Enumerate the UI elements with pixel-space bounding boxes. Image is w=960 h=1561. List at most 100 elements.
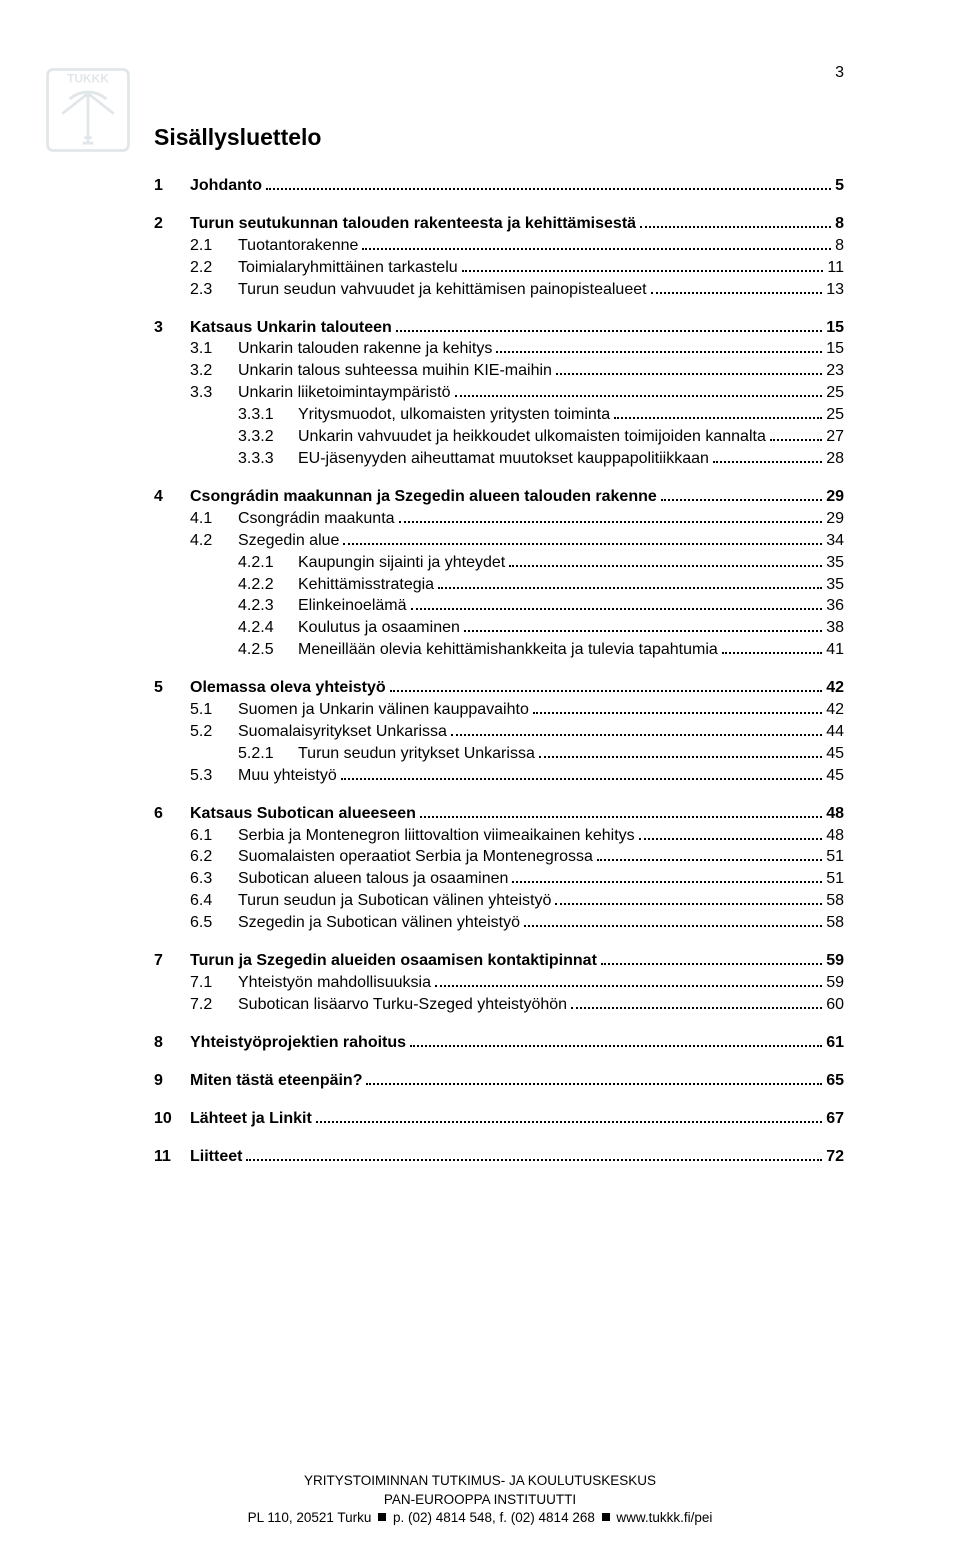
toc-leader-dots [512,881,822,883]
page-footer: YRITYSTOIMINNAN TUTKIMUS- JA KOULUTUSKES… [0,1472,960,1527]
toc-entry-number: 7 [154,950,190,972]
toc-entry[interactable]: 6.1Serbia ja Montenegron liittovaltion v… [154,825,844,847]
toc-entry-number: 4.2.3 [238,595,298,617]
toc-entry[interactable]: 10Lähteet ja Linkit67 [154,1108,844,1130]
toc-entry[interactable]: 4Csongrádin maakunnan ja Szegedin alueen… [154,486,844,508]
toc-entry[interactable]: 6.2Suomalaisten operaatiot Serbia ja Mon… [154,846,844,868]
toc-entry-title: Szegedin ja Subotican välinen yhteistyö [238,912,522,934]
toc-entry[interactable]: 4.2.4Koulutus ja osaaminen38 [154,617,844,639]
toc-entry[interactable]: 6.3Subotican alueen talous ja osaaminen5… [154,868,844,890]
toc-leader-dots [539,756,822,758]
toc-entry-title: Subotican alueen talous ja osaaminen [238,868,510,890]
toc-entry-number: 4.2 [190,530,238,552]
toc-entry-number: 4.2.1 [238,552,298,574]
toc-entry-page: 27 [824,426,844,448]
toc-entry[interactable]: 5.1Suomen ja Unkarin välinen kauppavaiht… [154,699,844,721]
toc-entry[interactable]: 3.3.2Unkarin vahvuudet ja heikkoudet ulk… [154,426,844,448]
toc-entry[interactable]: 6.5Szegedin ja Subotican välinen yhteist… [154,912,844,934]
toc-entry[interactable]: 4.2.1Kaupungin sijainti ja yhteydet35 [154,552,844,574]
toc-entry[interactable]: 4.2Szegedin alue34 [154,530,844,552]
toc-entry[interactable]: 2Turun seutukunnan talouden rakenteesta … [154,213,844,235]
toc-entry[interactable]: 3.3.3EU-jäsenyyden aiheuttamat muutokset… [154,448,844,470]
toc-entry-title: Suomalaisten operaatiot Serbia ja Monten… [238,846,595,868]
toc-leader-dots [366,1083,822,1085]
toc-entry-page: 5 [833,175,844,197]
toc-entry-title: Toimialaryhmittäinen tarkastelu [238,257,460,279]
toc-entry-number: 3.1 [190,338,238,360]
toc-leader-dots [396,330,822,332]
table-of-contents: 1Johdanto5 2Turun seutukunnan talouden ra… [154,175,844,1167]
toc-entry[interactable]: 4.2.3Elinkeinoelämä36 [154,595,844,617]
toc-entry-title: Olemassa oleva yhteistyö [190,677,388,699]
toc-entry[interactable]: 11Liitteet72 [154,1146,844,1168]
toc-entry[interactable]: 3.1Unkarin talouden rakenne ja kehitys15 [154,338,844,360]
toc-entry-number: 2.2 [190,257,238,279]
toc-entry[interactable]: 8Yhteistyöprojektien rahoitus61 [154,1032,844,1054]
toc-entry-page: 45 [824,765,844,787]
toc-entry-number: 3.3.1 [238,404,298,426]
toc-entry[interactable]: 2.2Toimialaryhmittäinen tarkastelu 11 [154,257,844,279]
toc-entry-page: 51 [824,868,844,890]
toc-entry-page: 8 [833,213,844,235]
toc-entry[interactable]: 7.1Yhteistyön mahdollisuuksia59 [154,972,844,994]
toc-group: 8Yhteistyöprojektien rahoitus61 [154,1032,844,1054]
toc-entry[interactable]: 5.2.1Turun seudun yritykset Unkarissa45 [154,743,844,765]
toc-entry-page: 48 [824,803,844,825]
toc-entry-page: 29 [824,508,844,530]
toc-entry[interactable]: 4.2.2Kehittämisstrategia35 [154,574,844,596]
toc-entry[interactable]: 5.3Muu yhteistyö45 [154,765,844,787]
toc-leader-dots [651,292,823,294]
toc-leader-dots [411,608,823,610]
toc-leader-dots [770,439,822,441]
toc-leader-dots [390,690,823,692]
toc-entry-page: 65 [824,1070,844,1092]
toc-entry-title: Yritysmuodot, ulkomaisten yritysten toim… [298,404,612,426]
toc-entry[interactable]: 5Olemassa oleva yhteistyö42 [154,677,844,699]
toc-leader-dots [556,373,822,375]
toc-entry-number: 10 [154,1108,190,1130]
toc-entry[interactable]: 4.1Csongrádin maakunta29 [154,508,844,530]
document-page: 3 TUKKK Sisällysluettelo 1Johdanto52Turu… [0,0,960,1561]
toc-entry[interactable]: 3.3.1Yritysmuodot, ulkomaisten yritysten… [154,404,844,426]
toc-leader-dots [410,1045,822,1047]
toc-entry[interactable]: 6.4Turun seudun ja Subotican välinen yht… [154,890,844,912]
toc-entry[interactable]: 3.3Unkarin liiketoimintaympäristö25 [154,382,844,404]
toc-entry-title: Yhteistyön mahdollisuuksia [238,972,433,994]
toc-entry-title: Kaupungin sijainti ja yhteydet [298,552,507,574]
toc-entry[interactable]: 4.2.5Meneillään olevia kehittämishankkei… [154,639,844,661]
toc-entry-page: 11 [825,257,844,279]
toc-entry[interactable]: 5.2Suomalaisyritykset Unkarissa44 [154,721,844,743]
toc-leader-dots [464,630,822,632]
toc-entry-title: Unkarin liiketoimintaympäristö [238,382,453,404]
toc-leader-dots [639,838,823,840]
toc-entry-number: 7.1 [190,972,238,994]
toc-entry-page: 48 [824,825,844,847]
toc-entry-title: Csongrádin maakunnan ja Szegedin alueen … [190,486,659,508]
toc-entry-title: Katsaus Subotican alueeseen [190,803,418,825]
toc-entry[interactable]: 7.2Subotican lisäarvo Turku-Szeged yhtei… [154,994,844,1016]
toc-entry[interactable]: 9Miten tästä eteenpäin?65 [154,1070,844,1092]
toc-entry-page: 60 [824,994,844,1016]
toc-leader-dots [496,351,822,353]
toc-entry[interactable]: 3.2Unkarin talous suhteessa muihin KIE-m… [154,360,844,382]
toc-entry[interactable]: 6Katsaus Subotican alueeseen48 [154,803,844,825]
toc-entry[interactable]: 3Katsaus Unkarin talouteen15 [154,317,844,339]
toc-entry-title: Serbia ja Montenegron liittovaltion viim… [238,825,637,847]
toc-leader-dots [455,395,823,397]
toc-entry-title: Turun seudun vahvuudet ja kehittämisen p… [238,279,649,301]
toc-entry-title: Lähteet ja Linkit [190,1108,314,1130]
toc-entry-number: 6.4 [190,890,238,912]
toc-entry-title: Elinkeinoelämä [298,595,409,617]
toc-entry-title: Katsaus Unkarin talouteen [190,317,394,339]
toc-entry[interactable]: 2.1Tuotantorakenne8 [154,235,844,257]
toc-entry-title: Miten tästä eteenpäin? [190,1070,364,1092]
toc-entry-page: 38 [824,617,844,639]
toc-entry-page: 15 [824,317,844,339]
toc-group: 11Liitteet72 [154,1146,844,1168]
toc-entry[interactable]: 2.3Turun seudun vahvuudet ja kehittämise… [154,279,844,301]
toc-entry[interactable]: 7Turun ja Szegedin alueiden osaamisen ko… [154,950,844,972]
toc-entry-page: 34 [824,530,844,552]
toc-entry[interactable]: 1Johdanto5 [154,175,844,197]
svg-text:TUKKK: TUKKK [67,71,109,85]
toc-entry-title: Suomalaisyritykset Unkarissa [238,721,449,743]
